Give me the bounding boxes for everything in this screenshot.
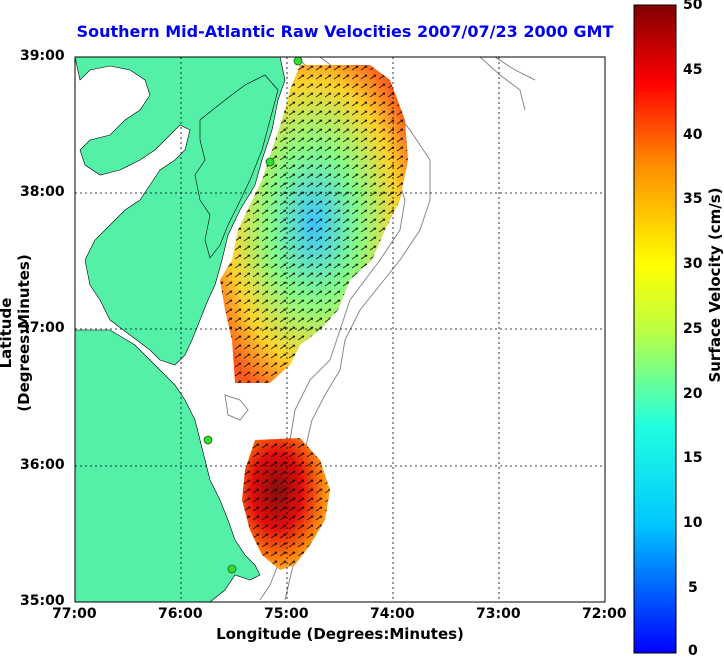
x-tick: 72:00 — [582, 606, 627, 622]
colorbar — [633, 4, 677, 654]
radar-stations — [203, 57, 303, 574]
grid — [75, 57, 605, 602]
y-tick: 38:00 — [20, 184, 65, 200]
colorbar-tick: 25 — [683, 321, 703, 337]
y-tick: 35:00 — [20, 593, 65, 609]
land-peninsula — [194, 74, 279, 259]
colorbar-tick: 40 — [683, 127, 703, 143]
y-tick: 36:00 — [20, 457, 65, 473]
land-mass-lower — [75, 329, 261, 602]
colorbar-tick: 5 — [688, 580, 698, 596]
radar-station[interactable] — [203, 435, 213, 445]
y-tick: 39:00 — [20, 48, 65, 64]
colorbar-tick: 35 — [683, 191, 703, 207]
x-tick: 76:00 — [158, 606, 203, 622]
x-tick: 77:00 — [52, 606, 97, 622]
colorbar-tick: 50 — [683, 0, 703, 13]
y-axis-label: Latitude (Degrees:Minutes) — [0, 254, 33, 412]
velocity-field-north-arrows — [220, 65, 408, 383]
colorbar-tick: 30 — [683, 256, 703, 272]
map-title: Southern Mid-Atlantic Raw Velocities 200… — [76, 22, 614, 41]
radar-station[interactable] — [227, 564, 237, 574]
colorbar-tick: 15 — [683, 450, 703, 466]
colorbar-tick: 10 — [683, 515, 703, 531]
colorbar-tick: 45 — [683, 62, 703, 78]
colorbar-label: Surface Velocity (cm/s) — [706, 187, 724, 383]
radar-station[interactable] — [293, 57, 303, 66]
x-tick: 73:00 — [476, 606, 521, 622]
plot-frame — [74, 56, 606, 603]
x-tick: 74:00 — [370, 606, 415, 622]
y-tick: 37:00 — [20, 320, 65, 336]
velocity-field-south-arrows — [242, 438, 330, 570]
x-axis-label: Longitude (Degrees:Minutes) — [216, 625, 464, 643]
colorbar-tick: 0 — [688, 643, 698, 659]
colorbar-tick: 20 — [683, 386, 703, 402]
radar-station[interactable] — [265, 157, 275, 167]
x-tick: 75:00 — [264, 606, 309, 622]
